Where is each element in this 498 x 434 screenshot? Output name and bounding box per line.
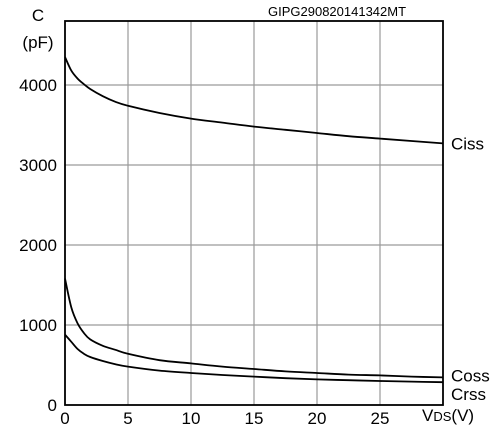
x-tick-label: 15 — [245, 409, 264, 428]
x-axis-label-main: V — [422, 406, 434, 425]
y-tick-label: 4000 — [19, 76, 57, 95]
y-tick-label: 1000 — [19, 316, 57, 335]
tick-labels: 0 5 10 15 20 25 0 1000 2000 3000 4000 — [19, 76, 389, 428]
grid-layer — [65, 21, 443, 405]
series-label-crss: Crss — [451, 385, 486, 404]
x-tick-label: 20 — [308, 409, 327, 428]
figure-id: GIPG290820141342MT — [268, 4, 406, 19]
series-line-ciss — [64, 56, 444, 145]
x-tick-label: 10 — [182, 409, 201, 428]
x-axis-label-sub: DS — [433, 409, 451, 424]
y-axis-label-line2: (pF) — [22, 33, 53, 52]
y-tick-label: 2000 — [19, 236, 57, 255]
y-axis-label-line1: C — [32, 6, 44, 25]
x-axis-label: VDS(V) — [422, 406, 474, 425]
y-tick-label: 3000 — [19, 156, 57, 175]
series-label-ciss: Ciss — [451, 134, 484, 153]
x-tick-label: 0 — [60, 409, 69, 428]
series-label-coss: Coss — [451, 366, 490, 385]
series-line-crss — [64, 334, 444, 384]
curve-layer — [64, 56, 444, 384]
series-line-coss — [64, 278, 444, 379]
plot-frame — [64, 20, 444, 406]
x-tick-label: 5 — [123, 409, 132, 428]
x-axis-label-unit: (V) — [451, 406, 474, 425]
x-tick-label: 25 — [371, 409, 390, 428]
y-tick-label: 0 — [48, 396, 57, 415]
